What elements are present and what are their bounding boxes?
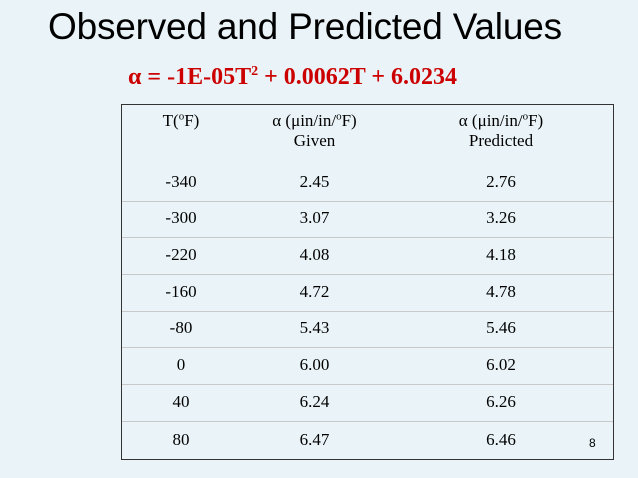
- table-row: -80 5.43 5.46: [122, 312, 614, 349]
- header-text: α (μin/in/: [272, 111, 337, 130]
- header-subtext: Given: [293, 131, 336, 150]
- cell-predicted: 4.78: [389, 275, 614, 312]
- cell-temperature: -80: [122, 312, 240, 349]
- cell-predicted: 3.26: [389, 202, 614, 239]
- header-temperature: T(oF): [122, 105, 241, 166]
- table-header-row: T(oF) α (μin/in/oF) Given α (μin/in/oF) …: [122, 105, 614, 166]
- degree-sup: o: [336, 110, 342, 123]
- cell-temperature: -300: [122, 202, 240, 239]
- cell-predicted: 4.18: [389, 238, 614, 276]
- header-text: F): [341, 111, 357, 130]
- cell-predicted: 6.26: [389, 385, 614, 422]
- formula-prefix: α = -1E-05T: [128, 64, 252, 90]
- table-row: -220 4.08 4.18: [122, 238, 614, 276]
- cell-given: 6.00: [240, 348, 389, 386]
- values-table: T(oF) α (μin/in/oF) Given α (μin/in/oF) …: [121, 104, 614, 460]
- header-given: α (μin/in/oF) Given: [240, 105, 389, 166]
- cell-predicted: 6.02: [389, 348, 614, 386]
- table-row: -160 4.72 4.78: [122, 275, 614, 312]
- degree-sup: o: [522, 110, 529, 123]
- cell-predicted: 6.46: [486, 429, 516, 449]
- header-text: F): [528, 111, 544, 130]
- table-row: 40 6.24 6.26: [122, 385, 614, 422]
- table-row: -300 3.07 3.26: [122, 202, 614, 239]
- cell-temperature: -160: [122, 275, 240, 312]
- degree-sup: o: [178, 110, 185, 123]
- cell-given: 3.07: [240, 202, 389, 239]
- table-row: 80 6.47 6.46: [122, 422, 614, 459]
- header-subtext: Predicted: [468, 131, 534, 150]
- cell-temperature: -340: [122, 165, 240, 202]
- formula-suffix: + 0.0062T + 6.0234: [258, 64, 458, 90]
- table-row: 0 6.00 6.02: [122, 348, 614, 386]
- cell-temperature: 0: [122, 348, 240, 386]
- cell-temperature: -220: [122, 238, 240, 276]
- cell-given: 4.72: [240, 275, 389, 312]
- cell-given: 6.47: [299, 429, 330, 449]
- header-text: T(: [162, 111, 179, 130]
- header-text: F): [184, 111, 200, 130]
- header-predicted: α (μin/in/oF) Predicted: [389, 105, 614, 166]
- table-row: -340 2.45 2.76: [122, 165, 614, 202]
- cell-given: 2.45: [240, 165, 389, 202]
- cell-temperature: 80: [172, 429, 190, 449]
- cell-given: 5.43: [240, 312, 389, 349]
- cell-given: 4.08: [240, 238, 389, 276]
- cell-predicted: 5.46: [389, 312, 614, 349]
- cell-given: 6.24: [240, 385, 389, 422]
- cell-predicted: 2.76: [389, 165, 614, 202]
- formula: α = -1E-05T2 + 0.0062T + 6.0234: [128, 64, 457, 91]
- cell-temperature: 40: [122, 385, 240, 422]
- formula-exponent: 2: [251, 64, 259, 79]
- page-number: 8: [589, 436, 596, 450]
- slide-title: Observed and Predicted Values: [48, 6, 562, 47]
- header-text: α (μin/in/: [458, 111, 523, 130]
